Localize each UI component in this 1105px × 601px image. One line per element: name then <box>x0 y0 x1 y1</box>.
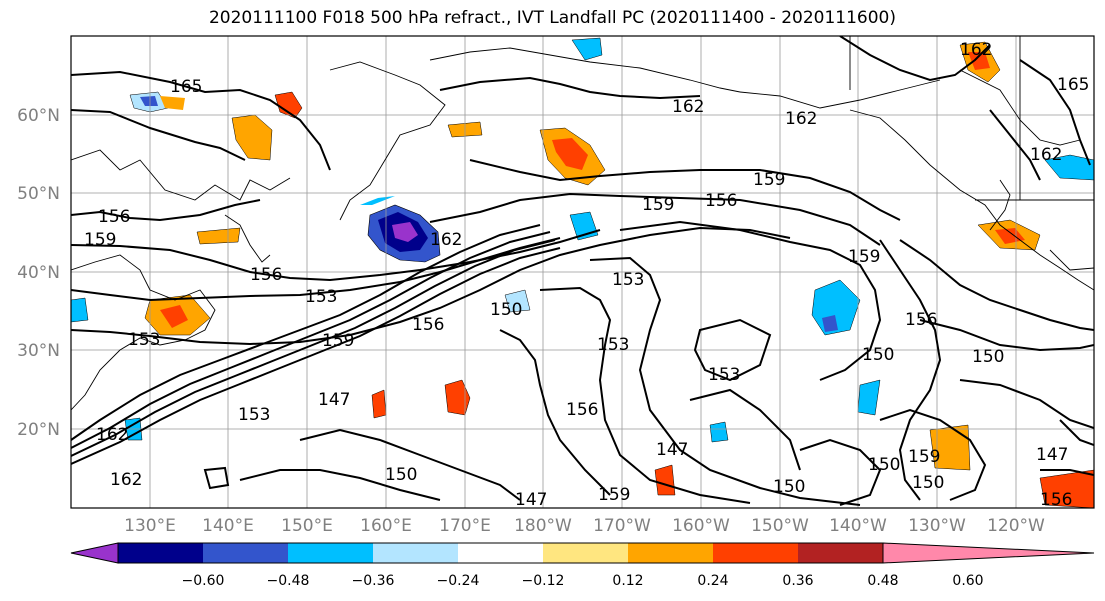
contour-label: 159 <box>753 170 785 190</box>
contour-label: 159 <box>322 331 354 351</box>
contour-label: 153 <box>238 405 270 425</box>
contour-label: 156 <box>705 191 737 211</box>
contour-label: 156 <box>98 207 130 227</box>
contour-label: 147 <box>515 490 547 510</box>
latitude-labels: 60°N 50°N 40°N 30°N 20°N <box>17 106 60 440</box>
contour-label: 159 <box>848 247 880 267</box>
colorbar-segment <box>458 543 543 563</box>
colorbar-tick-label: 0.36 <box>782 573 813 589</box>
contour-label: 162 <box>110 470 142 490</box>
contour-label: 165 <box>1057 75 1089 95</box>
longitude-labels: 130°E 140°E 150°E 160°E 170°E 180°W 170°… <box>124 516 1045 536</box>
contour-label: 156 <box>250 265 282 285</box>
colorbar-segment <box>288 543 373 563</box>
map-content: 165 162 162 162 165 162 156 159 159 156 … <box>71 36 1094 510</box>
colorbar-tick-label: −0.48 <box>267 573 310 589</box>
contour-label: 153 <box>597 335 629 355</box>
lon-label: 130°W <box>908 516 966 536</box>
contour-label: 150 <box>862 345 894 365</box>
contour-label: 159 <box>598 485 630 505</box>
lat-label: 60°N <box>17 106 60 126</box>
lat-label: 50°N <box>17 184 60 204</box>
lat-label: 30°N <box>17 341 60 361</box>
contour-label: 162 <box>672 97 704 117</box>
contour-label: 147 <box>318 390 350 410</box>
contour-label: 156 <box>905 310 937 330</box>
colorbar-segment <box>118 543 203 563</box>
contour-label: 159 <box>908 447 940 467</box>
contour-label: 153 <box>305 287 337 307</box>
contour-label: 156 <box>566 400 598 420</box>
lon-label: 180°W <box>514 516 572 536</box>
contour-label: 156 <box>412 315 444 335</box>
contour-label: 159 <box>84 230 116 250</box>
lon-label: 150°E <box>281 516 333 536</box>
lat-label: 40°N <box>17 263 60 283</box>
colorbar-tick-label: 0.48 <box>867 573 898 589</box>
contour-label: 153 <box>612 270 644 290</box>
colorbar-segment <box>628 543 713 563</box>
contour-label: 165 <box>170 77 202 97</box>
contour-label: 147 <box>1036 445 1068 465</box>
colorbar-tick-label: 0.24 <box>697 573 728 589</box>
colorbar-tick-label: −0.24 <box>437 573 480 589</box>
colorbar-segment <box>713 543 798 563</box>
colorbar-segment <box>543 543 628 563</box>
contour-label: 162 <box>96 425 128 445</box>
lon-label: 170°W <box>593 516 651 536</box>
contour-label: 147 <box>656 440 688 460</box>
contour-label: 150 <box>868 455 900 475</box>
colorbar-tick-label: −0.12 <box>522 573 565 589</box>
map-title: 2020111100 F018 500 hPa refract., IVT La… <box>208 8 896 28</box>
contour-labels: 165 162 162 162 165 162 156 159 159 156 … <box>84 40 1089 510</box>
lat-label: 20°N <box>17 420 60 440</box>
lon-label: 160°W <box>672 516 730 536</box>
colorbar: −0.60 −0.48 −0.36 −0.24 −0.12 0.12 0.24 … <box>70 542 1095 589</box>
lon-label: 170°E <box>439 516 491 536</box>
lon-label: 160°E <box>360 516 412 536</box>
colorbar-tick-label: −0.36 <box>352 573 395 589</box>
lon-label: 140°W <box>829 516 887 536</box>
map-border <box>70 35 1095 509</box>
contour-label: 156 <box>1040 490 1072 510</box>
colorbar-tick-label: 0.60 <box>952 573 983 589</box>
contour-label: 150 <box>972 347 1004 367</box>
colorbar-tick-label: −0.60 <box>182 573 225 589</box>
lon-label: 130°E <box>124 516 176 536</box>
contour-label: 153 <box>708 365 740 385</box>
contour-label: 150 <box>912 473 944 493</box>
contour-label: 162 <box>785 109 817 129</box>
colorbar-tick-label: 0.12 <box>612 573 643 589</box>
contour-label: 162 <box>1030 145 1062 165</box>
contour-label: 150 <box>385 465 417 485</box>
contours <box>71 36 1094 506</box>
contour-label: 153 <box>128 330 160 350</box>
contour-label: 162 <box>430 230 462 250</box>
lon-label: 140°E <box>202 516 254 536</box>
lon-label: 120°W <box>987 516 1045 536</box>
colorbar-segment <box>798 543 883 563</box>
graticule <box>71 36 1094 508</box>
contour-label: 150 <box>490 300 522 320</box>
coastlines <box>71 36 1094 411</box>
colorbar-max-arrow <box>883 543 1094 563</box>
colorbar-segment <box>203 543 288 563</box>
contour-label: 159 <box>642 195 674 215</box>
contour-label: 150 <box>773 477 805 497</box>
contour-label: 162 <box>960 40 992 60</box>
colorbar-min-arrow <box>71 543 118 563</box>
lon-label: 150°W <box>751 516 809 536</box>
colorbar-segment <box>373 543 458 563</box>
